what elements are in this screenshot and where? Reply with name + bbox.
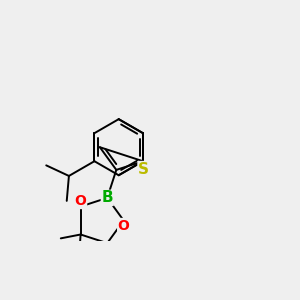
Text: O: O (75, 194, 87, 208)
Text: S: S (138, 162, 149, 177)
Text: O: O (118, 219, 130, 232)
Text: B: B (101, 190, 113, 206)
